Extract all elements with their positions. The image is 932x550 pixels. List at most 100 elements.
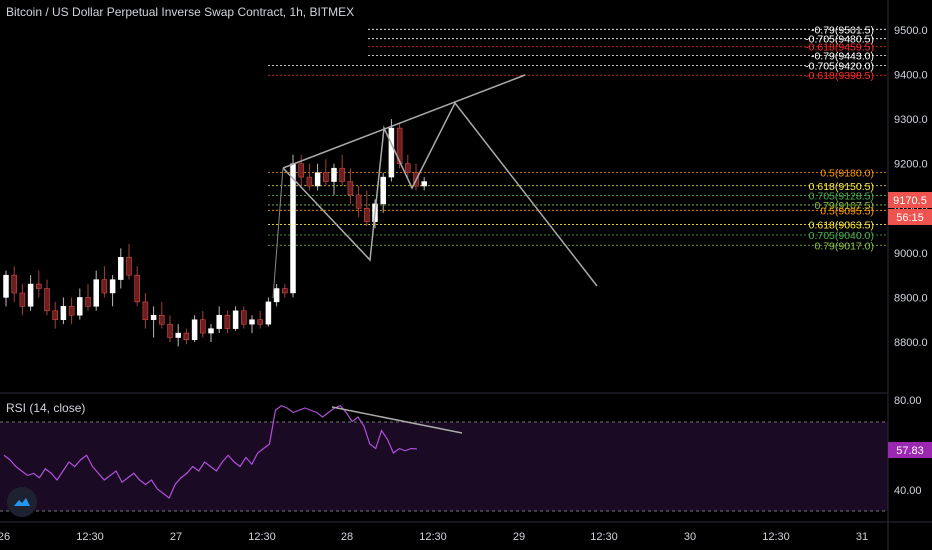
candle-body [134,274,140,303]
fib-level-label: -0.705(9480.5) [805,34,874,46]
price-axis[interactable]: 9500.09400.09300.09200.09100.09000.08900… [894,25,928,349]
time-tick-label: 29 [513,531,525,543]
candle-body [150,315,157,320]
time-tick-label: 31 [856,531,868,543]
countdown-badge [888,209,932,225]
candle-body [109,279,116,294]
cloud-icon [14,498,30,506]
time-tick-label: 12:30 [76,531,104,543]
candles-layer [3,119,427,347]
candle-body [60,306,67,320]
fib-level-label: 0.705(9128.5) [809,191,874,203]
candle-body [126,257,132,276]
price-tick-label: 8800.0 [894,337,928,349]
fib-level-label: 0.618(9150.5) [809,181,874,193]
candle-body [249,319,255,325]
time-tick-label: 12:30 [762,531,790,543]
candle-body [36,283,42,289]
fib-level-label: 0.79(9017.0) [814,240,874,252]
fib-level-label: 0.5(9180.0) [820,168,874,180]
candle-body [282,288,288,294]
rsi-axis-label-80: 80.00 [894,395,922,407]
rsi-band [0,422,888,511]
last-price-marker: 9170.5 56:15 [888,192,932,225]
candle-body [208,328,214,334]
candle-body [200,319,206,334]
candle-body [241,310,247,325]
time-axis[interactable]: 26 12:30 27 12:30 28 12:30 29 12:30 30 12:30 31 [0,531,868,543]
time-tick-label: 30 [684,531,696,543]
candle-body [224,315,231,329]
fib-level-label: -0.618(9398.5) [805,70,874,82]
fib-level-label: -0.618(9459.5) [805,42,874,54]
price-tick-label: 9400.0 [894,70,928,82]
candle-body [52,310,58,320]
rsi-line [3,405,418,499]
fib-level-label: -0.79(9443.0) [811,50,874,62]
price-tick-label: 9500.0 [894,25,928,37]
impulse-leg [272,167,284,299]
candle-body [159,315,165,325]
time-tick-label: 12:30 [248,531,276,543]
upper-trendline [282,74,526,169]
candle-body [364,208,370,222]
fib-level-label: 0.618(9063.5) [809,220,874,232]
rsi-title: RSI (14, close) [6,401,86,415]
lower-trendline [282,167,371,261]
rsi-axis[interactable]: 80.00 40.00 57.83 [888,395,932,497]
price-tick-label: 9000.0 [894,248,928,260]
harmonic-pattern-drawing [272,74,598,299]
fib-level-label: -0.705(9420.0) [805,61,874,73]
candle-body [77,297,83,316]
fib-levels-layer: -0.79(9501.5)-0.705(9480.5)-0.618(9459.5… [268,24,888,252]
chart-title: Bitcoin / US Dollar Perpetual Inverse Sw… [6,5,355,19]
candle-body [167,323,173,338]
candle-body [27,283,34,307]
candle-body [306,176,313,187]
price-tick-label: 9200.0 [894,159,928,171]
candle-body [405,163,411,173]
candle-body [85,297,91,307]
candle-body [380,176,386,205]
candle-body [191,319,198,341]
tradingview-logo[interactable] [7,487,37,517]
candle-body [290,163,296,294]
candle-body [273,288,280,303]
candle-body [347,181,354,196]
last-price-badge [888,192,932,208]
countdown-label: 56:15 [896,212,924,224]
candle-body [355,194,362,209]
fib-level-label: 0.79(9107.5) [814,200,874,212]
time-tick-label: 28 [341,531,353,543]
fib-level-label: 0.705(9040.0) [809,230,874,242]
last-price-label: 9170.5 [893,195,927,207]
candle-body [19,292,26,307]
candle-body [175,332,181,338]
candle-body [183,332,190,341]
candle-body [3,274,9,298]
candle-body [396,127,403,164]
candle-body [142,301,149,320]
time-tick-label: 12:30 [590,531,618,543]
rsi-value-badge [888,442,932,458]
fib-level-label: 0.5(9095.5) [820,205,874,217]
candle-body [44,288,50,312]
candle-body [93,279,99,307]
price-tick-label: 8900.0 [894,292,928,304]
candle-body [101,279,108,294]
candle-body [331,167,337,182]
candle-body [388,127,395,178]
price-tick-label: 9300.0 [894,114,928,126]
candle-body [11,274,17,294]
candle-body [298,163,304,178]
candle-body [216,315,222,329]
time-tick-label: 27 [170,531,182,543]
candle-body [257,319,263,325]
rsi-divergence-line [331,406,463,434]
rsi-value-label: 57.83 [896,445,924,457]
time-tick-label: 12:30 [419,531,447,543]
candle-body [265,301,272,325]
candle-body [421,181,427,187]
candle-body [339,167,345,182]
